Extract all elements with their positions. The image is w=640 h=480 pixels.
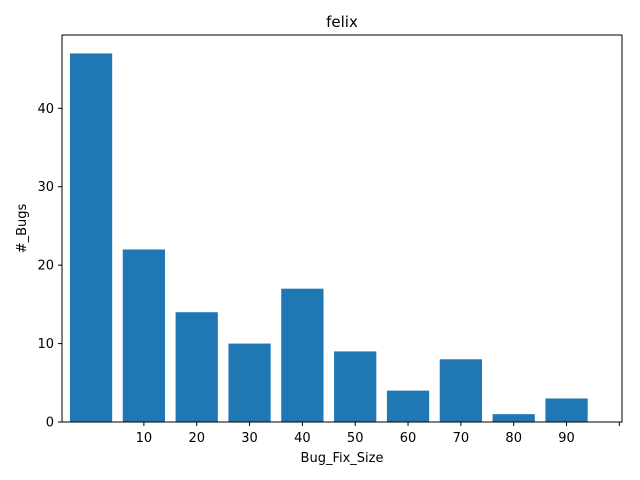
x-axis-title: Bug_Fix_Size (301, 451, 384, 466)
bar-10 (122, 249, 166, 422)
chart-title: felix (326, 13, 358, 31)
y-tick-label: 20 (37, 259, 54, 274)
bar-40 (281, 288, 324, 422)
bar-60 (386, 390, 430, 422)
bar-90 (545, 398, 588, 422)
y-tick-label: 30 (37, 180, 54, 195)
bar-20 (175, 312, 218, 422)
x-tick-label: 90 (558, 431, 575, 446)
y-tick-label: 10 (37, 337, 54, 352)
x-tick-label: 10 (136, 431, 153, 446)
y-tick-label: 0 (46, 416, 54, 431)
axes-frame (61, 34, 623, 423)
y-tick-label: 40 (37, 102, 54, 117)
bar-50 (334, 351, 377, 422)
x-tick-label: 30 (241, 431, 258, 446)
bar-80 (492, 414, 535, 422)
y-axis-ticks: 0 10 20 30 40 (37, 102, 62, 431)
x-axis-ticks: 10 20 30 40 50 60 70 80 90 (136, 422, 620, 446)
x-tick-label: 20 (188, 431, 205, 446)
bar-70 (439, 359, 482, 422)
x-tick-label: 50 (347, 431, 364, 446)
x-tick-label: 60 (400, 431, 417, 446)
plot-area-frame (61, 34, 623, 423)
y-axis-title: #_Bugs (15, 203, 30, 253)
bars-layer (69, 53, 588, 423)
x-tick-label: 80 (505, 431, 522, 446)
bar-30 (228, 343, 271, 422)
x-tick-label: 40 (294, 431, 311, 446)
bar-0 (69, 53, 113, 423)
x-tick-label: 70 (453, 431, 470, 446)
